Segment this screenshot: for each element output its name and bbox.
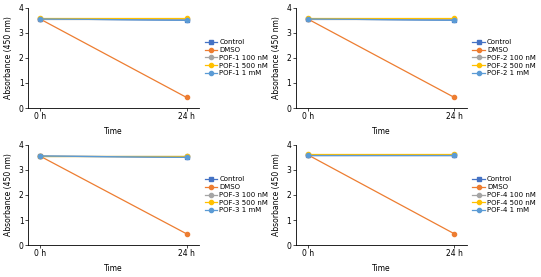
Y-axis label: Absorbance (450 nm): Absorbance (450 nm) — [4, 16, 13, 99]
X-axis label: Time: Time — [104, 264, 123, 273]
Y-axis label: Absorbance (450 nm): Absorbance (450 nm) — [272, 16, 281, 99]
X-axis label: Time: Time — [104, 127, 123, 136]
Legend: Control, DMSO, POF-2 100 nM, POF-2 500 nM, POF-2 1 mM: Control, DMSO, POF-2 100 nM, POF-2 500 n… — [472, 39, 537, 77]
Y-axis label: Absorbance (450 nm): Absorbance (450 nm) — [272, 153, 281, 236]
Legend: Control, DMSO, POF-3 100 nM, POF-3 500 nM, POF-3 1 mM: Control, DMSO, POF-3 100 nM, POF-3 500 n… — [204, 176, 269, 214]
Legend: Control, DMSO, POF-1 100 nM, POF-1 500 nM, POF-1 1 mM: Control, DMSO, POF-1 100 nM, POF-1 500 n… — [204, 39, 269, 77]
Y-axis label: Absorbance (450 nm): Absorbance (450 nm) — [4, 153, 13, 236]
X-axis label: Time: Time — [372, 127, 391, 136]
X-axis label: Time: Time — [372, 264, 391, 273]
Legend: Control, DMSO, POF-4 100 nM, POF-4 500 nM, POF-4 1 mM: Control, DMSO, POF-4 100 nM, POF-4 500 n… — [472, 176, 537, 214]
